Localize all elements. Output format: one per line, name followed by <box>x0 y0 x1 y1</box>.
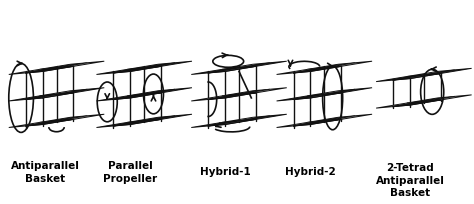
Polygon shape <box>293 66 341 73</box>
Polygon shape <box>56 61 104 68</box>
Polygon shape <box>113 66 161 73</box>
Polygon shape <box>113 93 161 99</box>
Polygon shape <box>9 94 56 101</box>
Polygon shape <box>9 121 56 128</box>
Text: Parallel
Propeller: Parallel Propeller <box>103 161 157 184</box>
Polygon shape <box>424 95 472 101</box>
Polygon shape <box>97 121 144 128</box>
Polygon shape <box>424 68 472 75</box>
Polygon shape <box>239 88 287 94</box>
Polygon shape <box>26 66 73 73</box>
Polygon shape <box>307 63 355 69</box>
Text: 2-Tetrad
Antiparallel
Basket: 2-Tetrad Antiparallel Basket <box>375 163 445 198</box>
Polygon shape <box>239 61 287 68</box>
Polygon shape <box>407 96 455 103</box>
Polygon shape <box>293 119 341 126</box>
Polygon shape <box>208 119 256 126</box>
Polygon shape <box>26 119 73 126</box>
Polygon shape <box>97 68 144 74</box>
Polygon shape <box>208 93 256 99</box>
Polygon shape <box>9 68 56 74</box>
Polygon shape <box>376 75 424 82</box>
Polygon shape <box>277 94 324 101</box>
Polygon shape <box>56 88 104 94</box>
Polygon shape <box>39 89 87 96</box>
Polygon shape <box>277 121 324 128</box>
Polygon shape <box>127 63 175 69</box>
Polygon shape <box>144 61 192 68</box>
Text: Antiparallel
Basket: Antiparallel Basket <box>10 161 80 184</box>
Polygon shape <box>222 89 270 96</box>
Polygon shape <box>144 114 192 121</box>
Text: Hybrid-1: Hybrid-1 <box>200 167 251 177</box>
Polygon shape <box>39 63 87 69</box>
Polygon shape <box>239 114 287 121</box>
Polygon shape <box>191 68 239 74</box>
Polygon shape <box>324 88 372 94</box>
Polygon shape <box>307 116 355 122</box>
Polygon shape <box>97 94 144 101</box>
Polygon shape <box>407 70 455 76</box>
Polygon shape <box>324 114 372 121</box>
Polygon shape <box>393 73 441 80</box>
Polygon shape <box>113 119 161 126</box>
Polygon shape <box>127 116 175 122</box>
Polygon shape <box>307 89 355 96</box>
Polygon shape <box>191 121 239 128</box>
Polygon shape <box>208 66 256 73</box>
Polygon shape <box>293 93 341 99</box>
Polygon shape <box>277 68 324 74</box>
Polygon shape <box>324 61 372 68</box>
Polygon shape <box>26 93 73 99</box>
Polygon shape <box>222 116 270 122</box>
Polygon shape <box>127 89 175 96</box>
Polygon shape <box>393 100 441 106</box>
Polygon shape <box>39 116 87 122</box>
Text: Hybrid-2: Hybrid-2 <box>285 167 336 177</box>
Polygon shape <box>376 101 424 108</box>
Polygon shape <box>222 63 270 69</box>
Polygon shape <box>144 88 192 94</box>
Polygon shape <box>56 114 104 121</box>
Polygon shape <box>191 94 239 101</box>
